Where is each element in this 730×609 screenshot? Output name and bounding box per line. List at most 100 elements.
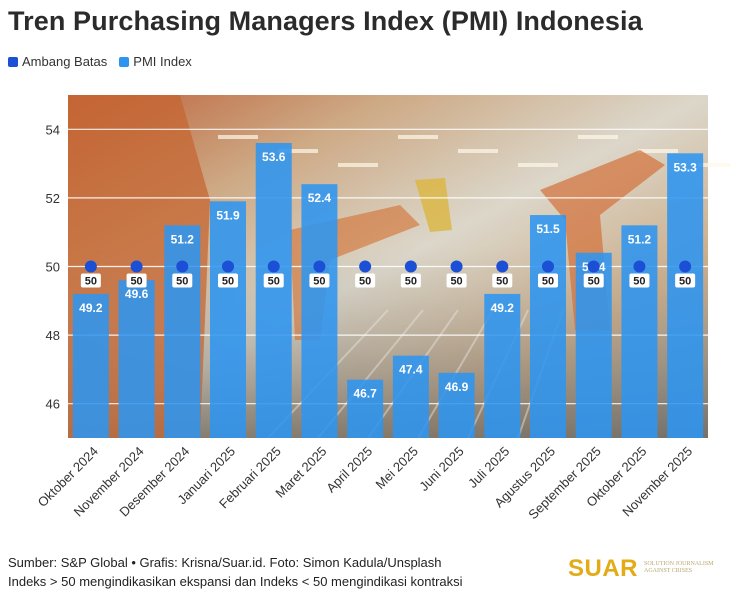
threshold-value-label: 50 (85, 276, 97, 288)
threshold-point (222, 260, 234, 273)
pmi-value-label: 49.2 (491, 301, 515, 315)
threshold-label-box (309, 273, 330, 288)
pmi-bar (210, 201, 246, 438)
threshold-label-box (355, 273, 376, 288)
threshold-label-box (675, 273, 696, 288)
legend-swatch-pmi-index (119, 56, 130, 67)
legend-label-pmi-index: PMI Index (133, 54, 192, 69)
pmi-value-label: 51.2 (171, 232, 195, 246)
threshold-label-box (583, 273, 604, 288)
pmi-value-label: 51.5 (536, 222, 560, 236)
threshold-label-box (492, 273, 513, 288)
threshold-point (267, 260, 280, 273)
footer-source: Sumber: S&P Global • Grafis: Krisna/Suar… (8, 555, 442, 570)
chart-legend: Ambang Batas PMI Index (8, 54, 192, 69)
ceiling-light (338, 163, 378, 167)
pmi-value-label: 49.6 (125, 287, 149, 301)
threshold-value-label: 50 (313, 276, 325, 288)
threshold-value-label: 50 (496, 276, 508, 288)
legend-item-pmi-index: PMI Index (119, 54, 192, 69)
threshold-point (542, 260, 554, 273)
threshold-value-label: 50 (633, 276, 645, 288)
ceiling-light (578, 135, 618, 139)
ceiling-light (698, 163, 730, 167)
pmi-bar (347, 379, 384, 438)
footer-note: Indeks > 50 mengindikasikan ekspansi dan… (8, 574, 463, 589)
threshold-label-box (218, 273, 238, 288)
threshold-point (450, 260, 463, 273)
threshold-value-label: 50 (222, 276, 234, 288)
y-tick-label: 52 (46, 191, 60, 206)
pmi-bar (72, 293, 109, 438)
threshold-point (84, 260, 97, 273)
threshold-label-box (446, 273, 467, 288)
threshold-label-box (172, 273, 193, 288)
threshold-label-box (538, 273, 558, 288)
y-tick-label: 46 (46, 397, 60, 412)
threshold-point (496, 260, 509, 273)
pmi-value-label: 51.9 (216, 208, 240, 222)
ceiling-light (398, 135, 438, 139)
threshold-label-box (263, 273, 284, 288)
threshold-point (313, 260, 326, 273)
ceiling-light (638, 149, 678, 153)
pmi-value-label: 49.2 (79, 301, 103, 315)
pmi-value-label: 47.4 (399, 363, 423, 377)
pmi-bar (667, 153, 704, 438)
y-axis-ticks: 46 48 50 52 54 (46, 122, 60, 411)
threshold-value-label: 50 (542, 276, 554, 288)
ceiling-light (278, 149, 318, 153)
threshold-point (404, 260, 417, 273)
ceiling-light (518, 163, 558, 167)
y-tick-label: 48 (46, 328, 60, 343)
pmi-value-label: 53.3 (673, 160, 697, 174)
legend-label-ambang-batas: Ambang Batas (22, 54, 108, 69)
legend-swatch-ambang-batas (8, 56, 18, 67)
x-tick-label: Juni 2025 (416, 444, 466, 494)
pmi-bar (484, 293, 521, 438)
threshold-label-box (629, 273, 650, 288)
x-tick-label: Juli 2025 (465, 444, 512, 491)
threshold-point (130, 260, 143, 273)
threshold-value-label: 50 (588, 276, 600, 288)
threshold-value-label: 50 (359, 276, 371, 288)
threshold-value-label: 50 (679, 276, 691, 288)
pmi-bar (164, 225, 201, 438)
threshold-point (679, 260, 692, 273)
pmi-bar (301, 184, 338, 438)
pmi-value-label: 46.9 (445, 380, 469, 394)
pmi-bar (118, 280, 155, 438)
threshold-point (633, 260, 646, 273)
pmi-bar (621, 225, 658, 438)
threshold-point (587, 260, 600, 273)
threshold-points: 50 50 50 50 50 50 50 50 50 50 50 50 50 50 (80, 260, 696, 288)
pmi-bar (392, 355, 429, 438)
threshold-value-label: 50 (450, 276, 462, 288)
pmi-value-label: 53.6 (262, 150, 286, 164)
threshold-value-label: 50 (176, 276, 188, 288)
threshold-point (176, 260, 189, 273)
pmi-bar (438, 372, 475, 438)
pmi-value-label: 46.7 (353, 387, 377, 401)
threshold-label-box (126, 273, 147, 288)
y-tick-label: 54 (46, 122, 60, 137)
x-tick-label: April 2025 (323, 444, 375, 496)
pmi-value-label: 52.4 (308, 191, 332, 205)
robot-gripper-yellow (415, 178, 452, 232)
pmi-value-label: 51.2 (628, 232, 652, 246)
threshold-value-label: 50 (268, 276, 280, 288)
pmi-bar (255, 143, 292, 438)
ceiling-light (458, 149, 498, 153)
y-tick-label: 50 (46, 260, 60, 275)
suar-logo: SUAR (568, 555, 639, 582)
x-tick-label: Mei 2025 (373, 444, 421, 492)
threshold-label-box (400, 273, 421, 288)
pmi-bar (530, 215, 566, 438)
threshold-point (359, 260, 372, 273)
threshold-label-box (80, 273, 101, 288)
robot-arm-right (540, 150, 665, 330)
legend-item-ambang-batas: Ambang Batas (8, 54, 107, 69)
threshold-value-label: 50 (405, 276, 417, 288)
